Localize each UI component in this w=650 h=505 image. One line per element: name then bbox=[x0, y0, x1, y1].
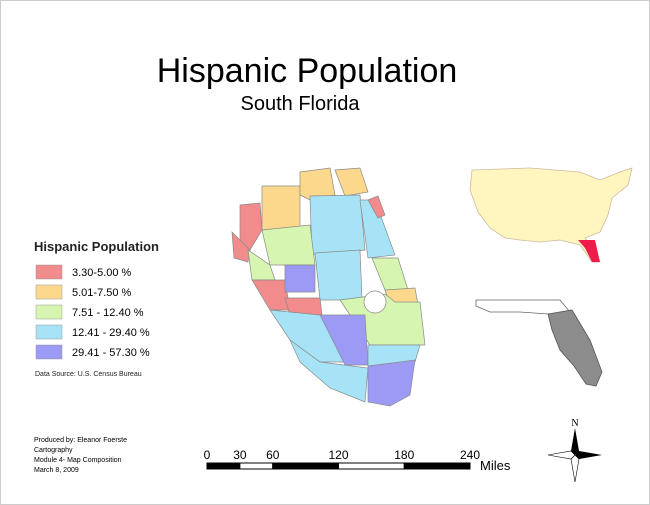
legend-swatch bbox=[35, 284, 63, 300]
florida-locator-map bbox=[475, 299, 603, 387]
county bbox=[231, 231, 251, 263]
scale-tick-label: 30 bbox=[233, 448, 247, 462]
north-arrow: N bbox=[547, 418, 602, 483]
scale-segment bbox=[206, 462, 241, 470]
legend-swatch bbox=[35, 344, 63, 360]
legend-swatch bbox=[35, 324, 63, 340]
county bbox=[261, 185, 301, 231]
credit-line: Produced by: Eleanor Foerste bbox=[34, 437, 127, 444]
scale-bar: Miles 0 30 60 120 180 240 bbox=[204, 448, 511, 473]
legend-label: 29.41 - 57.30 % bbox=[72, 347, 150, 359]
scale-segment bbox=[403, 462, 471, 470]
scale-segment bbox=[239, 462, 274, 470]
legend-title: Hispanic Population bbox=[34, 239, 159, 254]
us-locator-map bbox=[469, 167, 633, 263]
map-title: Hispanic Population bbox=[157, 52, 458, 90]
data-source: Data Source: U.S. Census Bureau bbox=[35, 371, 142, 378]
scale-unit: Miles bbox=[480, 458, 511, 473]
county-map bbox=[231, 167, 426, 407]
legend: Hispanic Population 3.30-5.00 % 5.01-7.50… bbox=[34, 239, 159, 360]
scale-tick-label: 0 bbox=[204, 448, 211, 462]
scale-segment bbox=[338, 462, 405, 470]
county bbox=[314, 249, 363, 301]
legend-label: 12.41 - 29.40 % bbox=[72, 327, 150, 339]
map-subtitle: South Florida bbox=[241, 93, 361, 115]
credits: Produced by: Eleanor Foerste Cartography… bbox=[34, 437, 127, 474]
county bbox=[367, 359, 416, 407]
county bbox=[309, 194, 366, 256]
scale-tick-label: 60 bbox=[266, 448, 280, 462]
credit-line: Module 4- Map Composition bbox=[34, 457, 122, 464]
county bbox=[261, 224, 316, 266]
county bbox=[367, 195, 386, 219]
legend-label: 5.01-7.50 % bbox=[72, 287, 132, 299]
scale-tick-label: 180 bbox=[394, 448, 414, 462]
county bbox=[289, 338, 369, 403]
county bbox=[299, 167, 336, 201]
scale-tick-label: 240 bbox=[460, 448, 480, 462]
legend-swatch bbox=[35, 304, 63, 320]
county bbox=[239, 202, 263, 251]
legend-label: 7.51 - 12.40 % bbox=[72, 307, 144, 319]
north-label: N bbox=[571, 418, 578, 429]
county bbox=[284, 264, 316, 293]
credit-line: March 8, 2009 bbox=[34, 467, 79, 474]
scale-tick-label: 120 bbox=[328, 448, 348, 462]
legend-label: 3.30-5.00 % bbox=[72, 267, 132, 279]
legend-swatch bbox=[35, 264, 63, 280]
scale-segment bbox=[272, 462, 339, 470]
credit-line: Cartography bbox=[34, 447, 73, 454]
county bbox=[334, 167, 369, 197]
